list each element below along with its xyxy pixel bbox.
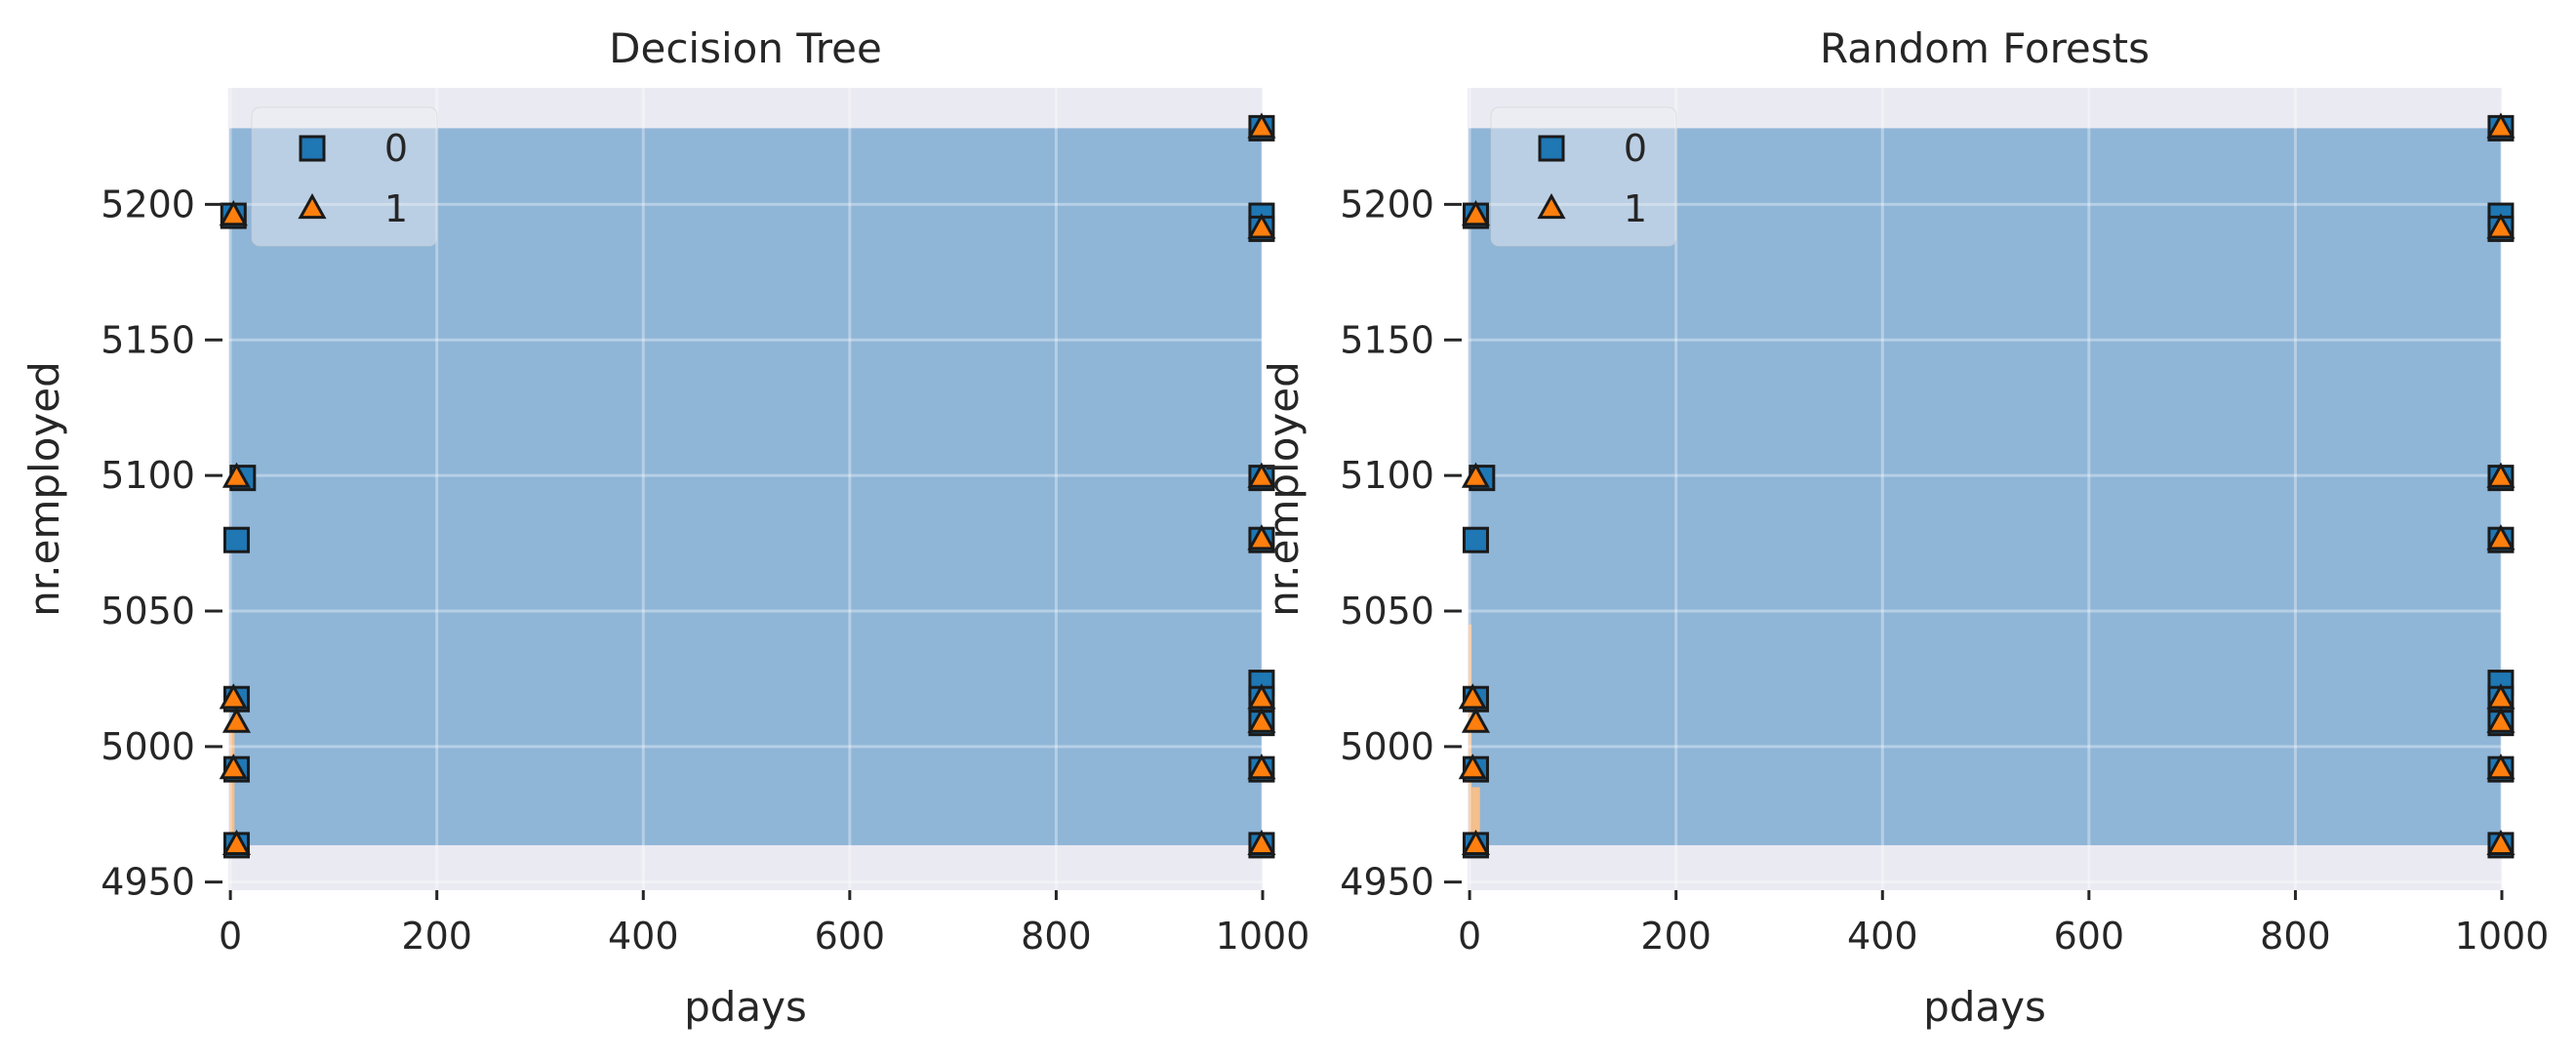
- point-class-1: [1247, 829, 1276, 856]
- y-tick-label: 5000: [1340, 725, 1434, 768]
- y-tick-label: 5100: [101, 454, 195, 497]
- y-axis-ticks: 4950 5000 5050 5100 5150 5200: [1340, 183, 1462, 904]
- x-tick-label: 0: [219, 915, 242, 958]
- decision-regions: [1469, 128, 2501, 845]
- legend-marker-square: [299, 135, 326, 162]
- point-class-1: [219, 683, 248, 710]
- chart-title: Random Forests: [1820, 24, 2150, 72]
- x-axis-ticks: 0 200 400 600 800 1000: [1458, 890, 2549, 958]
- point-class-1: [221, 462, 252, 488]
- legend-square: [299, 135, 326, 162]
- y-tick-label: 5050: [101, 590, 195, 633]
- panel-random-forests: 0 200 400 600 800 1000 4950 5000 5050 5100 5150 52…: [1260, 24, 2549, 1031]
- y-tick-label: 5150: [101, 318, 195, 361]
- x-tick-label: 800: [2260, 915, 2331, 958]
- point-class-1: [1247, 213, 1276, 239]
- point-class-1: [2486, 524, 2516, 551]
- data-points: [1458, 112, 2516, 859]
- point-class-1: [1461, 462, 1491, 488]
- point-class-1: [1458, 754, 1487, 780]
- legend-label-0: 0: [1624, 127, 1647, 170]
- y-tick-label: 5150: [1340, 318, 1434, 361]
- y-tick-label: 5000: [101, 725, 195, 768]
- y-tick-label: 4950: [101, 861, 195, 904]
- panel-decision-tree: 0 200 400 600 800 1000 4950 5000 5050 5100 5150 52…: [20, 24, 1309, 1031]
- x-tick-label: 600: [815, 915, 886, 958]
- point-class-1: [219, 200, 248, 226]
- x-tick-label: 200: [401, 915, 472, 958]
- legend-box: [251, 106, 438, 247]
- legend-triangle: [1537, 192, 1566, 220]
- x-tick-label: 400: [608, 915, 679, 958]
- y-tick-label: 5200: [101, 183, 195, 225]
- point-class-1: [1461, 829, 1491, 856]
- y-axis-label: nr.employed: [1260, 361, 1308, 617]
- legend-box: [1490, 106, 1677, 247]
- y-axis-label: nr.employed: [20, 361, 68, 617]
- point-class-1: [2486, 754, 2516, 780]
- point-class-1: [2486, 707, 2516, 733]
- x-tick-label: 1000: [2455, 915, 2550, 958]
- legend-label-1: 1: [1624, 187, 1647, 230]
- legend: 0 1: [251, 106, 438, 247]
- point-class-1: [1247, 754, 1276, 780]
- data-points: [219, 112, 1276, 859]
- point-class-0: [1462, 526, 1489, 553]
- point-class-1: [1247, 112, 1276, 139]
- x-tick-label: 200: [1640, 915, 1711, 958]
- chart-title: Decision Tree: [609, 24, 882, 72]
- x-tick-label: 800: [1021, 915, 1092, 958]
- point-class-1: [1461, 707, 1491, 733]
- x-tick-label: 0: [1458, 915, 1481, 958]
- point-class-1: [2486, 462, 2516, 488]
- decision-region-class-0: [229, 128, 1262, 845]
- x-axis-ticks: 0 200 400 600 800 1000: [219, 890, 1309, 958]
- legend-triangle: [298, 192, 327, 220]
- x-axis-label: pdays: [684, 983, 807, 1031]
- point-class-1: [1461, 200, 1491, 226]
- point-class-0: [222, 526, 250, 553]
- y-tick-label: 5100: [1340, 454, 1434, 497]
- y-tick-label: 5200: [1340, 183, 1434, 225]
- point-class-1: [219, 754, 248, 780]
- x-tick-label: 400: [1847, 915, 1918, 958]
- y-axis-ticks: 4950 5000 5050 5100 5150 5200: [101, 183, 222, 904]
- decision-region-class-1: [1469, 624, 1472, 845]
- decision-regions: [229, 128, 1262, 845]
- gridlines: [228, 88, 1265, 890]
- point-class-1: [2486, 213, 2516, 239]
- legend: 0 1: [1490, 106, 1677, 247]
- point-class-1: [1247, 524, 1276, 551]
- point-class-1: [1458, 683, 1487, 710]
- x-tick-label: 1000: [1216, 915, 1310, 958]
- point-class-1: [221, 829, 252, 856]
- legend-marker-triangle: [298, 192, 327, 220]
- legend-square: [1538, 135, 1565, 162]
- x-tick-label: 600: [2054, 915, 2125, 958]
- point-class-1: [1247, 707, 1276, 733]
- x-axis-label: pdays: [1923, 983, 2046, 1031]
- y-tick-label: 5050: [1340, 590, 1434, 633]
- decision-region-class-0: [1469, 128, 2501, 845]
- point-class-1: [2486, 829, 2516, 856]
- y-tick-label: 4950: [1340, 861, 1434, 904]
- point-class-1: [1247, 462, 1276, 488]
- legend-marker-triangle: [1537, 192, 1566, 220]
- point-class-1: [221, 707, 252, 733]
- point-class-1: [2486, 112, 2516, 139]
- decision-region-class-1: [1471, 787, 1480, 845]
- legend-label-0: 0: [384, 127, 408, 170]
- legend-marker-square: [1538, 135, 1565, 162]
- legend-label-1: 1: [384, 187, 408, 230]
